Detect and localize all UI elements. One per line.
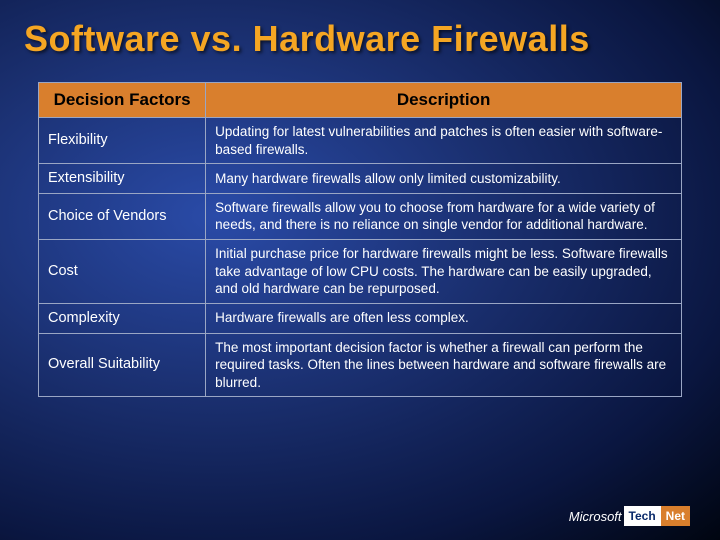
- factor-cell: Cost: [39, 240, 206, 304]
- technet-logo: Tech Net: [624, 506, 690, 526]
- description-cell: Hardware firewalls are often less comple…: [206, 303, 682, 333]
- table-row: Flexibility Updating for latest vulnerab…: [39, 118, 682, 164]
- factor-cell: Complexity: [39, 303, 206, 333]
- technet-tech-label: Tech: [624, 506, 661, 526]
- comparison-table-container: Decision Factors Description Flexibility…: [38, 82, 682, 397]
- description-cell: Many hardware firewalls allow only limit…: [206, 164, 682, 194]
- factor-cell: Extensibility: [39, 164, 206, 194]
- footer-logo: Microsoft Tech Net: [569, 506, 690, 526]
- description-cell: Software firewalls allow you to choose f…: [206, 193, 682, 239]
- table-row: Complexity Hardware firewalls are often …: [39, 303, 682, 333]
- comparison-table: Decision Factors Description Flexibility…: [38, 82, 682, 397]
- technet-net-label: Net: [661, 506, 690, 526]
- description-cell: The most important decision factor is wh…: [206, 333, 682, 397]
- description-cell: Updating for latest vulnerabilities and …: [206, 118, 682, 164]
- factor-cell: Overall Suitability: [39, 333, 206, 397]
- slide-title: Software vs. Hardware Firewalls: [0, 0, 720, 60]
- factor-cell: Choice of Vendors: [39, 193, 206, 239]
- header-factor: Decision Factors: [39, 83, 206, 118]
- table-row: Choice of Vendors Software firewalls all…: [39, 193, 682, 239]
- factor-cell: Flexibility: [39, 118, 206, 164]
- table-row: Extensibility Many hardware firewalls al…: [39, 164, 682, 194]
- table-row: Overall Suitability The most important d…: [39, 333, 682, 397]
- table-row: Cost Initial purchase price for hardware…: [39, 240, 682, 304]
- header-description: Description: [206, 83, 682, 118]
- table-header-row: Decision Factors Description: [39, 83, 682, 118]
- description-cell: Initial purchase price for hardware fire…: [206, 240, 682, 304]
- microsoft-brand-text: Microsoft: [569, 509, 622, 524]
